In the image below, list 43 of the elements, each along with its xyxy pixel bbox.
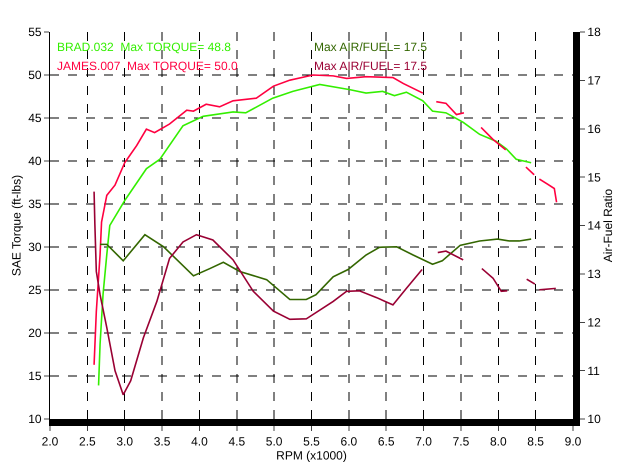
y-tick-label: 45 — [28, 111, 42, 126]
y2-tick-label: 18 — [587, 25, 602, 40]
x-tick-label: 7.0 — [415, 434, 432, 448]
x-tick-label: 8.5 — [527, 434, 544, 448]
x-tick-label: 6.5 — [378, 434, 395, 448]
x-tick-label: 8.0 — [490, 434, 507, 448]
x-tick-label: 6.0 — [340, 434, 358, 448]
y-tick-label: 20 — [28, 326, 42, 340]
y2-tick-label: 12 — [587, 315, 602, 330]
y2-tick-label: 17 — [587, 74, 602, 88]
y-tick-label: 30 — [28, 240, 42, 254]
y-tick-label: 55 — [28, 25, 42, 40]
y2-tick-label: 11 — [587, 364, 600, 378]
annotation: BRAD.032 Max TORQUE= 48.8 — [57, 40, 232, 54]
y2-tick-label: 15 — [587, 170, 602, 184]
y2-tick-label: 14 — [587, 218, 602, 233]
y-tick-label: 10 — [28, 412, 42, 426]
y2-axis-title: Air-Fuel Ratio — [601, 188, 616, 262]
x-tick-label: 3.0 — [116, 434, 134, 448]
y2-tick-label: 16 — [587, 122, 602, 136]
y2-tick-label: 10 — [587, 412, 602, 426]
y-tick-label: 15 — [28, 369, 42, 384]
x-tick-label: 5.0 — [266, 434, 283, 448]
x-tick-label: 4.5 — [228, 434, 246, 448]
y2-tick-label: 13 — [587, 267, 602, 282]
x-tick-label: 7.5 — [452, 434, 470, 448]
y-axis-title: SAE Torque (ft-lbs) — [10, 174, 24, 276]
x-tick-label: 3.5 — [154, 434, 171, 448]
x-tick-label: 2.5 — [79, 434, 96, 448]
line-series — [98, 84, 532, 386]
y-tick-label: 35 — [28, 197, 42, 212]
line-series — [99, 234, 532, 300]
y-tick-label: 25 — [28, 283, 42, 298]
x-axis-title: RPM (x1000) — [276, 448, 347, 462]
x-tick-label: 9.0 — [564, 434, 582, 448]
x-tick-label: 5.5 — [303, 434, 320, 448]
annotation: Max AIR/FUEL= 17.5 — [314, 59, 428, 73]
x-tick-label: 2.0 — [42, 434, 59, 448]
annotation: Max AIR/FUEL= 17.5 — [314, 40, 428, 54]
x-tick-label: 4.0 — [191, 434, 208, 448]
y-tick-label: 50 — [28, 68, 42, 82]
annotation: JAMES.007 Max TORQUE= 50.0 — [57, 59, 238, 73]
y-tick-label: 40 — [28, 154, 42, 168]
